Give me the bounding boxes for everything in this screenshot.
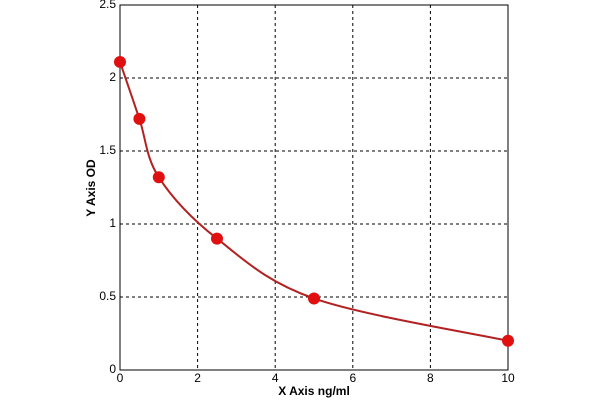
data-point <box>133 112 146 125</box>
y-tick-label: 2 <box>109 70 116 84</box>
plot-frame <box>119 4 509 371</box>
data-point <box>211 232 223 245</box>
data-point <box>308 292 320 305</box>
y-tick-label: 1 <box>109 216 116 230</box>
x-tick-label: 10 <box>501 371 515 385</box>
data-point <box>502 334 514 347</box>
y-tick-label: 1.5 <box>99 143 116 157</box>
y-tick-label: 0 <box>109 362 116 376</box>
x-tick-label: 8 <box>427 371 434 385</box>
y-tick-label: 2.5 <box>99 0 116 11</box>
y-axis-title: Y Axis OD <box>84 159 98 217</box>
data-point <box>152 171 165 184</box>
x-tick-label: 6 <box>349 371 356 385</box>
y-tick-label: 0.5 <box>99 289 116 303</box>
data-point <box>114 55 126 68</box>
x-tick-label: 0 <box>117 371 124 385</box>
x-tick-label: 4 <box>272 371 279 385</box>
x-tick-label: 2 <box>194 371 201 385</box>
x-axis-title: X Axis ng/ml <box>278 384 350 398</box>
